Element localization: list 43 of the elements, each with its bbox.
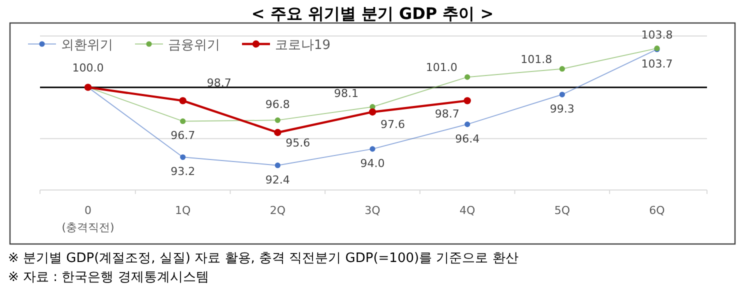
text: ※ 분기별 GDP(계절조정, 실질) 자료 활용, 충격 직전분기 GDP(=100)를 기준으로 환산 (8, 251, 518, 266)
x-tick-label: 2Q (270, 204, 286, 217)
point (464, 121, 470, 128)
x-tick-label: 0 (충격직전) (62, 204, 114, 234)
data-label: 92.4 (265, 173, 290, 186)
x-tick-label: 5Q (554, 204, 570, 217)
x-tick-label: 4Q (459, 204, 476, 217)
point (274, 117, 280, 123)
point (274, 162, 280, 168)
legend-label: 금융위기 (168, 38, 220, 53)
data-label: 93.2 (170, 165, 196, 178)
point (179, 97, 186, 104)
chart-title: < 주요 위기별 분기 GDP 추이 > (251, 4, 494, 23)
point (559, 92, 565, 98)
data-label: 96.4 (455, 132, 480, 146)
data-label: 98.7 (206, 76, 232, 90)
point (370, 146, 376, 152)
data-label: 103.7 (641, 57, 673, 70)
data-label: 95.6 (286, 136, 310, 150)
text: ※ 자료 : 한국은행 경제통계시스템 (8, 270, 209, 285)
data-label: 101.0 (426, 61, 458, 74)
data-label: 97.6 (380, 118, 405, 131)
x-tick-label: 1Q (174, 204, 191, 217)
data-label: 98.7 (434, 108, 460, 121)
data-label: 98.1 (334, 86, 358, 100)
x-tick-label: 3Q (364, 204, 381, 217)
point (464, 97, 471, 104)
legend-label: 외환위기 (61, 38, 113, 53)
data-label: 101.8 (520, 52, 552, 66)
point (274, 128, 282, 136)
legend-label: 코로나19 (275, 38, 331, 53)
point (464, 74, 470, 80)
data-label: 99.3 (550, 102, 574, 116)
data-label: 94.0 (360, 156, 385, 170)
data-label: 96.8 (265, 98, 290, 112)
data-label: 96.7 (170, 129, 196, 142)
point (180, 118, 186, 124)
point (368, 108, 376, 116)
data-label: 103.8 (641, 28, 673, 42)
point (559, 66, 565, 72)
data-label: 100.0 (72, 61, 104, 74)
x-tick-label: 6Q (649, 204, 666, 217)
point (180, 154, 186, 160)
